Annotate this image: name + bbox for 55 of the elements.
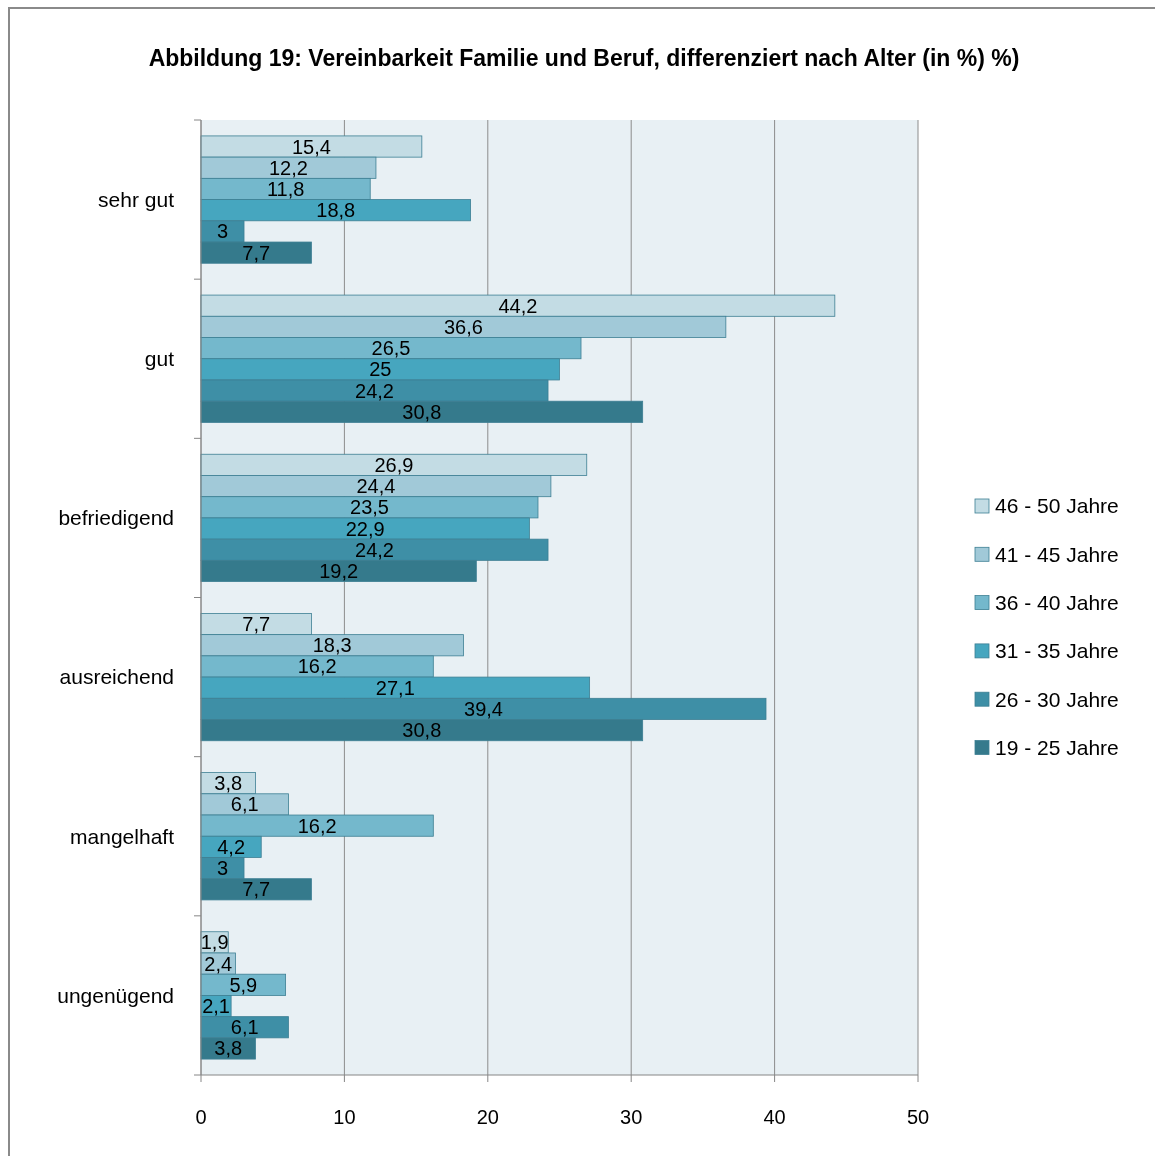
y-tick-label: gut: [144, 347, 175, 371]
data-label: 27,1: [375, 676, 415, 699]
legend-label: 19 - 25 Jahre: [995, 735, 1119, 759]
legend-label: 26 - 30 Jahre: [995, 687, 1119, 711]
chart-title: Abbildung 19: Vereinbarkeit Familie und Beruf, differenziert nach Alter (in %) %): [148, 45, 1020, 72]
data-label: 3,8: [214, 1037, 243, 1060]
data-label: 36,6: [443, 315, 483, 338]
x-tick-label: 40: [763, 1106, 786, 1128]
data-label: 7,7: [242, 878, 271, 901]
data-label: 24,2: [355, 538, 394, 561]
data-label: 18,3: [312, 634, 352, 657]
data-label: 24,2: [355, 379, 394, 402]
data-label: 44,2: [498, 294, 538, 317]
y-tick-label: sehr gut: [98, 187, 175, 211]
data-label: 2,4: [204, 952, 233, 975]
x-tick-label: 0: [195, 1106, 207, 1128]
legend-label: 31 - 35 Jahre: [995, 639, 1119, 663]
data-label: 25: [369, 358, 392, 381]
x-tick-label: 50: [906, 1106, 930, 1128]
data-label: 6,1: [230, 1016, 259, 1039]
data-label: 23,5: [350, 496, 389, 519]
y-tick-label: ausreichend: [59, 665, 174, 689]
data-label: 19,2: [319, 559, 359, 582]
data-label: 30,8: [402, 719, 442, 742]
data-label: 7,7: [242, 241, 271, 264]
data-label: 4,2: [217, 835, 246, 858]
data-label: 18,8: [316, 199, 356, 222]
data-label: 12,2: [269, 156, 308, 179]
legend-label: 36 - 40 Jahre: [995, 590, 1119, 614]
data-label: 24,4: [356, 475, 396, 498]
y-tick-label: ungenügend: [57, 983, 174, 1007]
data-label: 6,1: [230, 793, 259, 816]
legend-label: 46 - 50 Jahre: [995, 494, 1119, 518]
legend-label: 41 - 45 Jahre: [995, 542, 1119, 566]
data-label: 7,7: [242, 613, 271, 636]
data-label: 26,9: [374, 453, 414, 476]
data-label: 11,8: [266, 177, 305, 200]
data-label: 16,2: [297, 655, 337, 678]
data-label: 39,4: [464, 697, 503, 720]
data-label: 16,2: [297, 814, 337, 837]
x-tick-label: 30: [620, 1106, 643, 1128]
x-tick-label: 20: [476, 1106, 499, 1128]
data-label: 26,5: [371, 337, 411, 360]
data-label: 22,9: [345, 517, 385, 540]
data-label: 3: [216, 857, 229, 880]
data-label: 5,9: [229, 973, 258, 996]
y-tick-label: befriedigend: [58, 506, 174, 530]
y-tick-label: mangelhaft: [70, 824, 175, 848]
data-label: 15,4: [291, 135, 331, 158]
data-label: 3,8: [214, 772, 243, 795]
data-label: 30,8: [402, 400, 442, 423]
data-label: 3: [216, 220, 229, 243]
x-tick-label: 10: [333, 1106, 356, 1128]
data-label: 2,1: [202, 995, 230, 1018]
data-label: 1,9: [200, 931, 229, 954]
